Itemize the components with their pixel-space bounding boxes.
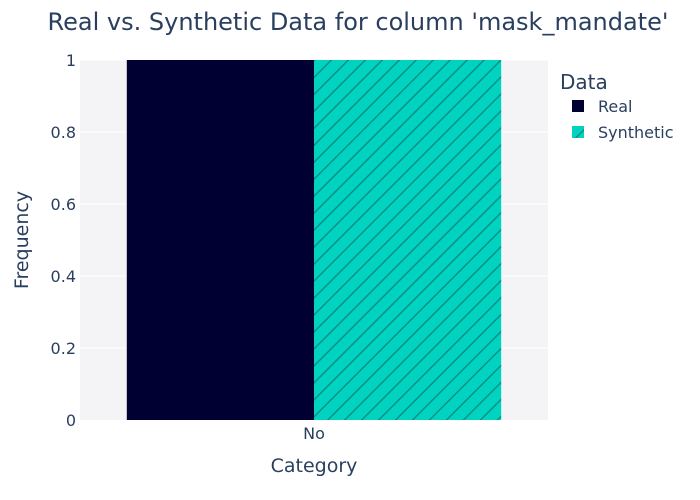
legend-swatch-synthetic — [572, 126, 584, 138]
x-tick-labels: No — [303, 424, 325, 443]
x-tick-label: No — [303, 424, 325, 443]
chart-title: Real vs. Synthetic Data for column 'mask… — [48, 8, 669, 36]
legend-title: Data — [560, 70, 608, 94]
bar-synthetic-no — [314, 60, 502, 420]
bars — [126, 60, 502, 420]
y-tick-label: 0.6 — [51, 195, 76, 214]
y-tick-labels: 0 0.2 0.4 0.6 0.8 1 — [51, 51, 76, 430]
y-tick-label: 1 — [66, 51, 76, 70]
y-tick-label: 0.2 — [51, 339, 76, 358]
legend-label-real: Real — [598, 97, 633, 116]
legend-swatch-real — [572, 100, 584, 112]
y-axis-title: Frequency — [11, 191, 33, 289]
legend: Data Real Synthetic — [560, 70, 674, 142]
x-axis-title: Category — [271, 455, 358, 477]
bar-real-no — [126, 60, 314, 420]
y-tick-label: 0 — [66, 411, 76, 430]
legend-label-synthetic: Synthetic — [598, 123, 674, 142]
y-tick-label: 0.4 — [51, 267, 76, 286]
y-tick-label: 0.8 — [51, 123, 76, 142]
